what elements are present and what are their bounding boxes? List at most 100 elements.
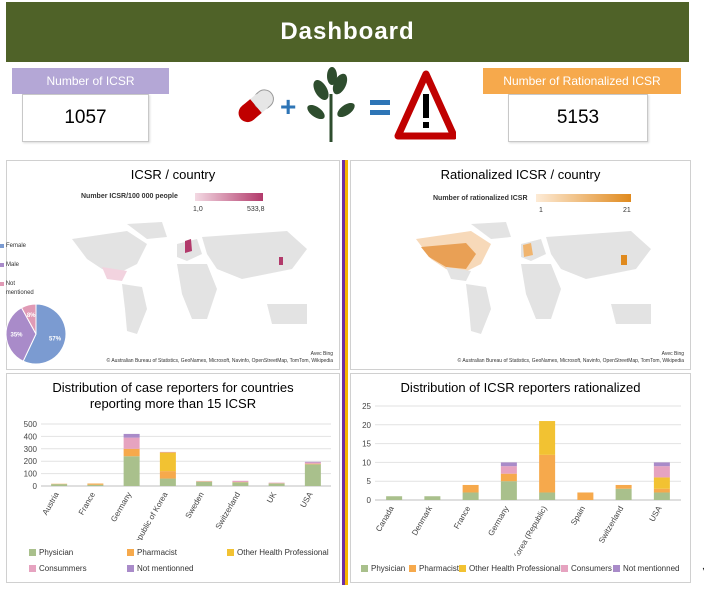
legend-swatch xyxy=(459,565,466,572)
legend-swatch xyxy=(361,565,368,572)
x-tick-label: USA xyxy=(648,504,664,523)
legend-swatch xyxy=(409,565,416,572)
column-divider-orange xyxy=(345,160,348,585)
rationalized-map-legend-gradient xyxy=(536,194,631,202)
bar-segment xyxy=(304,462,321,464)
legend-item: Other Health Professional xyxy=(459,564,561,573)
rationalized-map-legend-title: Number of rationalized ICSR xyxy=(433,195,528,202)
legend-item: Not mentionned xyxy=(613,564,679,573)
legend-item: Consumers xyxy=(561,564,612,573)
warning-icon xyxy=(394,70,458,140)
pie-label: 57% xyxy=(49,336,62,342)
rationalized-chart-panel: Distribution of ICSR reporters rationali… xyxy=(350,373,691,583)
x-tick-label: France xyxy=(77,490,98,517)
pie-slice-not-mentioned xyxy=(20,303,37,335)
x-tick-label: USA xyxy=(299,490,315,509)
legend-label: Consummers xyxy=(39,564,87,573)
icsr-map-legend-max: 533,8 xyxy=(247,206,265,213)
bar-segment xyxy=(500,466,517,474)
legend-label: Physician xyxy=(371,564,406,573)
plant-icon xyxy=(307,67,355,142)
x-tick-label: Austria xyxy=(41,490,62,517)
kpi-rationalized-label: Number of Rationalized ICSR xyxy=(483,68,681,94)
rationalized-map-title: Rationalized ICSR / country xyxy=(440,167,601,182)
legend-item: Physician xyxy=(29,548,73,557)
bar-segment xyxy=(159,478,176,486)
x-tick-label: Germany xyxy=(109,491,133,524)
bar-segment xyxy=(87,483,104,485)
bar-segment xyxy=(539,492,556,500)
bar-segment xyxy=(653,466,670,478)
pie-slice-female xyxy=(22,303,67,365)
reporters-bar-chart: 0 100 200 300 400 500 Austria France GermanyRepu… xyxy=(24,420,331,540)
legend-item: Physician xyxy=(361,564,405,573)
kpi-icsr-label: Number of ICSR xyxy=(12,68,169,94)
legend-swatch xyxy=(29,549,36,556)
legend-label: Not mentionned xyxy=(137,564,194,573)
bar-segment xyxy=(159,471,176,479)
rationalized-map-credit: © Australian Bureau of Statistics, GeoNa… xyxy=(457,358,684,364)
legend-swatch xyxy=(561,565,568,572)
legend-swatch xyxy=(127,549,134,556)
legend-swatch xyxy=(127,565,134,572)
bar-segment xyxy=(500,481,517,500)
icsr-map-legend-min: 1,0 xyxy=(193,206,203,213)
bar-segment xyxy=(123,448,140,457)
legend-item: Pharmacist xyxy=(409,564,459,573)
pie-label: 35% xyxy=(11,333,24,339)
bar-segment xyxy=(87,484,104,486)
bar-segment xyxy=(462,484,479,493)
y-tick-label: 0 xyxy=(33,482,38,491)
x-tick-label: UK xyxy=(265,490,279,505)
kpi-icsr-value: 1057 xyxy=(22,94,149,142)
gender-legend: Female Male Not mentioned xyxy=(0,238,46,298)
x-tick-label: Spain xyxy=(569,505,587,527)
x-tick-label: Germany xyxy=(486,505,510,538)
pill-icon xyxy=(238,89,274,123)
y-tick-label: 10 xyxy=(362,458,371,467)
y-tick-label: 400 xyxy=(24,432,38,441)
legend-label: Physician xyxy=(39,548,74,557)
bar-segment xyxy=(196,481,213,486)
bar-segment xyxy=(123,456,140,486)
bar-segment xyxy=(159,451,176,453)
rationalized-map-legend-max: 21 xyxy=(623,207,631,214)
stray-mark: , xyxy=(702,561,705,572)
bar-segment xyxy=(304,463,321,465)
y-tick-label: 100 xyxy=(24,470,38,479)
dashboard-title: Dashboard xyxy=(6,2,689,62)
rationalized-map-panel: Rationalized ICSR / country Number of ra… xyxy=(350,160,691,370)
icsr-map-credit-top: Avec Bing xyxy=(310,351,333,357)
x-tick-label: Republic of Korea xyxy=(130,490,170,540)
legend-label: Other Health Professional xyxy=(469,564,561,573)
pie-label: 8% xyxy=(27,313,36,319)
legend-label: Other Health Professional xyxy=(237,548,329,557)
icsr-map-title: ICSR / country xyxy=(130,167,216,182)
bar-segment xyxy=(615,488,632,500)
icsr-map-legend-gradient xyxy=(195,193,263,201)
rationalized-map-credit-top: Avec Bing xyxy=(661,351,684,357)
legend-item: Not mentionned xyxy=(127,564,193,573)
icsr-map-legend-title: Number ICSR/100 000 people xyxy=(81,193,178,200)
bar-segment xyxy=(386,496,403,500)
y-tick-label: 25 xyxy=(362,402,371,411)
bar-segment xyxy=(653,477,670,489)
bar-segment xyxy=(500,473,517,482)
bar-segment xyxy=(424,496,441,500)
bar-segment xyxy=(159,452,176,472)
y-tick-label: 500 xyxy=(24,420,38,429)
x-tick-label: Sweden xyxy=(184,491,206,521)
legend-label: Not mentionned xyxy=(623,564,680,573)
reporters-chart-legend: Physician Pharmacist Other Health Professi… xyxy=(7,544,341,580)
icsr-world-map xyxy=(72,222,307,334)
bar-segment xyxy=(653,462,670,467)
y-tick-label: 200 xyxy=(24,457,38,466)
bar-segment xyxy=(51,484,68,486)
rationalized-chart-legend: Physician Pharmacist Other Health Professi… xyxy=(351,560,692,580)
gender-pie-chart: 57% 35% 8% xyxy=(5,303,67,365)
bar-segment xyxy=(268,482,285,484)
x-tick-label: Canada xyxy=(374,504,396,533)
y-tick-label: 300 xyxy=(24,445,38,454)
rationalized-bar-chart: 0 5 10 15 20 25 Canada Denmark France Germany Kore… xyxy=(362,402,681,556)
legend-swatch xyxy=(227,549,234,556)
